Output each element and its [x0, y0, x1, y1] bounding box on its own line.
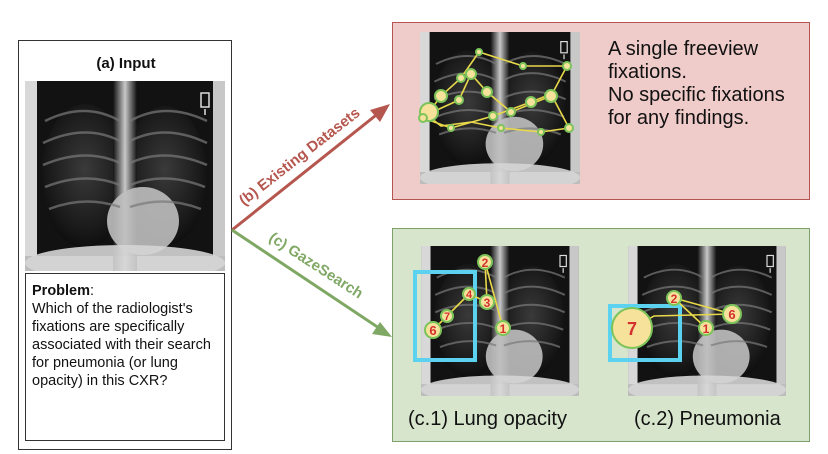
- svg-text:6: 6: [429, 323, 436, 338]
- gazesearch-arrowhead: [372, 322, 392, 337]
- problem-text: Which of the radiologist's fixations are…: [32, 301, 211, 389]
- input-title: (a) Input: [96, 55, 156, 72]
- lung-opacity-caption: (c.1) Lung opacity: [408, 408, 567, 430]
- existing-xray-image: [418, 32, 582, 184]
- svg-text:6: 6: [728, 307, 735, 322]
- problem-colon: :: [90, 283, 95, 299]
- fixation-6: 6: [722, 304, 742, 324]
- pneumonia-fixations: 1 2 6 7: [611, 290, 742, 349]
- lung-opacity-bbox: [413, 270, 477, 362]
- input-panel: (a) Input Problem: Which of the radiolog…: [18, 40, 232, 450]
- gazesearch-arrow-label: (c) GazeSearch: [266, 229, 366, 302]
- svg-text:2: 2: [482, 256, 489, 270]
- svg-text:7: 7: [444, 311, 450, 323]
- fixation-7: 7: [611, 307, 653, 349]
- svg-text:4: 4: [466, 289, 473, 301]
- fixation-3: 3: [479, 294, 495, 310]
- gazesearch-arrow-line: [231, 228, 383, 332]
- pneumonia-xray: 1 2 6 7: [608, 246, 788, 396]
- existing-line-2: No specific fixations for any findings.: [608, 84, 785, 129]
- existing-arrowhead: [370, 104, 390, 122]
- freeview-fixations: [418, 48, 574, 136]
- lung-opacity-xray: 1 2 3 4 6 7: [413, 246, 581, 396]
- lung-opacity-fixations: 1 2 3 4 6 7: [424, 254, 511, 339]
- existing-arrow-line: [231, 110, 381, 232]
- existing-description: A single freeview fixations. No specific…: [608, 38, 808, 130]
- svg-text:2: 2: [671, 292, 678, 306]
- pneumonia-bbox: [608, 304, 682, 362]
- existing-arrow-label: (b) Existing Datasets: [236, 104, 363, 209]
- fixation-1: 1: [698, 320, 714, 336]
- fixation-4: 4: [462, 287, 476, 301]
- fixation-2: 2: [477, 254, 493, 270]
- problem-label: Problem: [32, 283, 91, 299]
- svg-text:1: 1: [703, 322, 710, 336]
- svg-text:1: 1: [500, 322, 507, 336]
- svg-text:3: 3: [484, 296, 491, 310]
- fixation-2: 2: [666, 290, 682, 306]
- svg-text:7: 7: [627, 319, 637, 339]
- problem-box: Problem: Which of the radiologist's fixa…: [25, 273, 225, 441]
- fixation-1: 1: [495, 320, 511, 336]
- pneumonia-caption: (c.2) Pneumonia: [634, 408, 781, 430]
- fixation-7: 7: [440, 309, 454, 323]
- existing-line-1: A single freeview fixations.: [608, 38, 759, 83]
- fixation-6: 6: [424, 321, 442, 339]
